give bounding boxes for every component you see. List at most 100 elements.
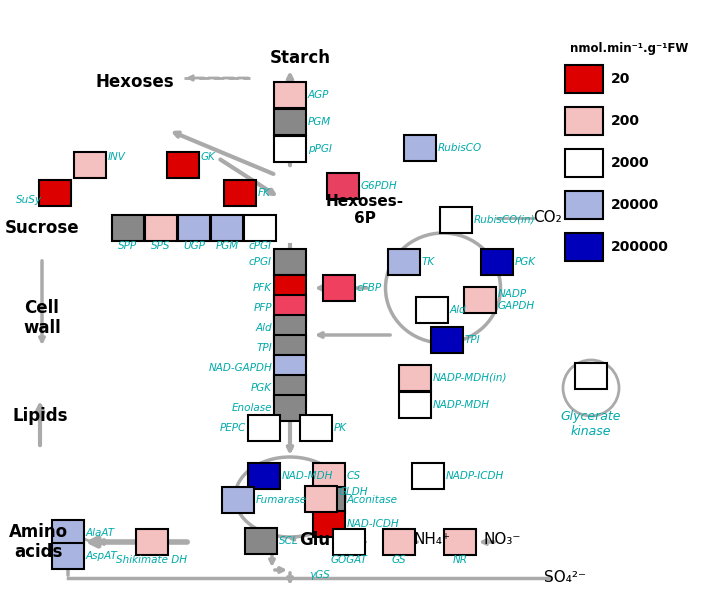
Bar (274, 375, 306, 401)
Bar (300, 415, 332, 441)
Bar (412, 463, 444, 489)
Text: Ald: Ald (255, 323, 272, 333)
Text: nmol.min⁻¹.g⁻¹FW: nmol.min⁻¹.g⁻¹FW (570, 42, 688, 55)
Text: Enolase: Enolase (231, 403, 272, 413)
Bar (399, 392, 431, 418)
Bar (274, 295, 306, 321)
Text: Hexoses: Hexoses (96, 73, 174, 91)
Text: PFK: PFK (253, 283, 272, 293)
Text: PGK: PGK (251, 383, 272, 393)
Text: G6PDH: G6PDH (361, 181, 398, 191)
Bar (274, 109, 306, 135)
Text: GLDH: GLDH (339, 487, 369, 497)
Text: PK: PK (334, 423, 347, 433)
Bar (274, 315, 306, 341)
Bar (167, 152, 199, 178)
Bar (575, 363, 607, 389)
Bar (383, 529, 415, 555)
Text: GK: GK (201, 152, 216, 162)
Bar (248, 415, 280, 441)
Text: cPGI: cPGI (248, 241, 271, 251)
Text: SuSy: SuSy (16, 195, 42, 205)
Bar (274, 82, 306, 108)
Bar (136, 529, 168, 555)
Text: cPGI: cPGI (249, 257, 272, 267)
Bar (416, 297, 448, 323)
Text: TPI: TPI (465, 335, 481, 345)
Bar (440, 207, 472, 233)
Bar (565, 191, 603, 219)
Text: Hexoses-
6P: Hexoses- 6P (326, 194, 404, 226)
Text: PGM: PGM (215, 241, 238, 251)
Bar (274, 249, 306, 275)
Bar (399, 365, 431, 391)
Bar (145, 215, 177, 241)
Text: Glycerate
kinase: Glycerate kinase (560, 410, 621, 438)
Text: 20000: 20000 (611, 198, 659, 212)
Bar (313, 511, 345, 537)
Bar (313, 487, 345, 513)
Text: SO₄²⁻: SO₄²⁻ (544, 570, 586, 585)
Text: pPGI: pPGI (308, 144, 332, 154)
Bar (481, 249, 513, 275)
Bar (244, 215, 276, 241)
Text: SCL: SCL (279, 536, 299, 546)
Text: PEPC: PEPC (220, 423, 246, 433)
Text: Starch: Starch (269, 49, 331, 67)
Bar (248, 463, 280, 489)
Text: SPS: SPS (152, 241, 171, 251)
Bar (274, 355, 306, 381)
Text: SPP: SPP (118, 241, 137, 251)
Text: γGS: γGS (309, 570, 331, 580)
Text: 20: 20 (611, 72, 630, 86)
Text: NO₃⁻: NO₃⁻ (484, 532, 521, 548)
Text: PGM: PGM (308, 117, 331, 127)
Text: CO₂: CO₂ (534, 210, 563, 225)
Text: AlaAT: AlaAT (86, 528, 115, 538)
Text: Cell
wall: Cell wall (23, 299, 61, 337)
Text: NR: NR (453, 555, 467, 565)
Text: NADP
GAPDH: NADP GAPDH (498, 289, 535, 311)
Text: Glu: Glu (300, 531, 331, 549)
Text: FK: FK (258, 188, 271, 198)
Bar (52, 520, 84, 546)
Bar (431, 327, 463, 353)
Text: RubisCO: RubisCO (438, 143, 482, 153)
Text: 2000: 2000 (611, 156, 649, 170)
Bar (222, 487, 254, 513)
Bar (444, 529, 476, 555)
Text: 200000: 200000 (611, 240, 669, 254)
Bar (52, 543, 84, 569)
Text: NADP-ICDH: NADP-ICDH (446, 471, 504, 481)
Text: AspAT: AspAT (86, 551, 118, 561)
Bar (274, 275, 306, 301)
Text: PFP: PFP (254, 303, 272, 313)
Text: GS: GS (392, 555, 406, 565)
Bar (74, 152, 106, 178)
Bar (388, 249, 420, 275)
Bar (39, 180, 71, 206)
Text: 200: 200 (611, 114, 640, 128)
Bar (211, 215, 243, 241)
Bar (323, 275, 355, 301)
Text: TK: TK (422, 257, 435, 267)
Text: TPI: TPI (257, 343, 272, 353)
Text: CS: CS (347, 471, 361, 481)
Bar (112, 215, 144, 241)
Bar (274, 136, 306, 162)
Text: NAD-ICDH: NAD-ICDH (347, 519, 400, 529)
Bar (464, 287, 496, 313)
Bar (333, 529, 365, 555)
Text: Lipids: Lipids (12, 407, 68, 425)
Bar (245, 528, 277, 554)
Bar (274, 335, 306, 361)
Bar (565, 149, 603, 177)
Text: NAD-MDH: NAD-MDH (282, 471, 333, 481)
Text: Sucrose: Sucrose (5, 219, 79, 237)
Text: cFBP: cFBP (357, 283, 382, 293)
Bar (565, 65, 603, 93)
Text: GOGAT: GOGAT (331, 555, 367, 565)
Bar (274, 395, 306, 421)
Text: Shikimate DH: Shikimate DH (116, 555, 188, 565)
Text: Fumarase: Fumarase (256, 495, 307, 505)
